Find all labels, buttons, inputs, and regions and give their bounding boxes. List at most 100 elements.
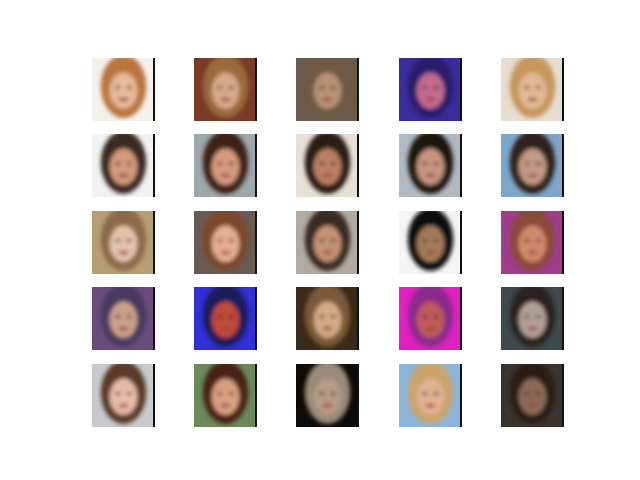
image-content	[92, 211, 155, 274]
mouth	[322, 403, 333, 408]
image-content	[296, 58, 359, 121]
eye	[330, 86, 336, 90]
mouth	[527, 326, 538, 331]
image-edge	[255, 364, 257, 427]
face-image	[194, 287, 257, 350]
image-edge	[460, 58, 462, 121]
mouth	[527, 97, 538, 102]
image-content	[501, 211, 564, 274]
face-shapes	[407, 58, 454, 118]
eye	[217, 162, 223, 166]
eye	[535, 392, 541, 396]
mouth	[220, 326, 231, 331]
face-image	[501, 211, 564, 274]
eye	[422, 162, 428, 166]
face	[109, 225, 138, 263]
image-edge	[357, 287, 359, 350]
face	[416, 72, 445, 110]
mouth	[322, 326, 333, 331]
face	[518, 72, 547, 110]
eye	[422, 86, 428, 90]
mouth	[220, 403, 231, 408]
face-shapes	[304, 134, 351, 194]
face-shapes	[509, 364, 556, 424]
image-content	[399, 134, 462, 197]
image-edge	[255, 134, 257, 197]
eye	[422, 239, 428, 243]
image-content	[92, 364, 155, 427]
mouth	[220, 250, 231, 255]
image-content	[194, 364, 257, 427]
eye	[524, 86, 530, 90]
face-image	[501, 287, 564, 350]
eye	[115, 315, 121, 319]
face	[313, 72, 342, 110]
image-edge	[357, 211, 359, 274]
image-grid	[92, 58, 564, 427]
eye	[524, 162, 530, 166]
image-content	[501, 134, 564, 197]
mouth	[322, 173, 333, 178]
mouth	[425, 250, 436, 255]
eye	[330, 239, 336, 243]
image-edge	[562, 58, 564, 121]
face-image	[399, 134, 462, 197]
face-shapes	[304, 58, 351, 118]
image-edge	[460, 211, 462, 274]
mouth	[322, 250, 333, 255]
mouth	[118, 173, 129, 178]
image-edge	[153, 364, 155, 427]
image-content	[501, 58, 564, 121]
face	[109, 378, 138, 416]
image-content	[501, 287, 564, 350]
face	[109, 72, 138, 110]
image-edge	[562, 287, 564, 350]
face-image	[92, 211, 155, 274]
image-edge	[460, 134, 462, 197]
eye	[126, 239, 132, 243]
face-shapes	[509, 134, 556, 194]
eye	[228, 239, 234, 243]
image-content	[399, 211, 462, 274]
mouth	[322, 97, 333, 102]
face-shapes	[407, 134, 454, 194]
image-edge	[255, 211, 257, 274]
eye	[126, 86, 132, 90]
eye	[535, 239, 541, 243]
image-content	[194, 134, 257, 197]
image-edge	[255, 58, 257, 121]
face-shapes	[100, 287, 147, 347]
image-edge	[562, 134, 564, 197]
face	[416, 148, 445, 186]
face-shapes	[407, 364, 454, 424]
mouth	[527, 173, 538, 178]
eye	[524, 315, 530, 319]
face-shapes	[509, 287, 556, 347]
face	[518, 378, 547, 416]
image-edge	[357, 364, 359, 427]
face-shapes	[202, 58, 249, 118]
face-image	[296, 134, 359, 197]
image-content	[296, 364, 359, 427]
face-shapes	[202, 211, 249, 271]
face-image	[501, 134, 564, 197]
face-shapes	[100, 58, 147, 118]
eye	[524, 239, 530, 243]
face-image	[92, 58, 155, 121]
image-content	[194, 287, 257, 350]
image-content	[399, 287, 462, 350]
face-image	[194, 134, 257, 197]
eye	[126, 392, 132, 396]
face-image	[501, 364, 564, 427]
image-content	[501, 364, 564, 427]
face	[416, 301, 445, 339]
eye	[319, 86, 325, 90]
face-image	[296, 58, 359, 121]
image-content	[296, 287, 359, 350]
face	[518, 301, 547, 339]
face-image	[501, 58, 564, 121]
image-edge	[357, 58, 359, 121]
image-content	[296, 134, 359, 197]
eye	[217, 239, 223, 243]
